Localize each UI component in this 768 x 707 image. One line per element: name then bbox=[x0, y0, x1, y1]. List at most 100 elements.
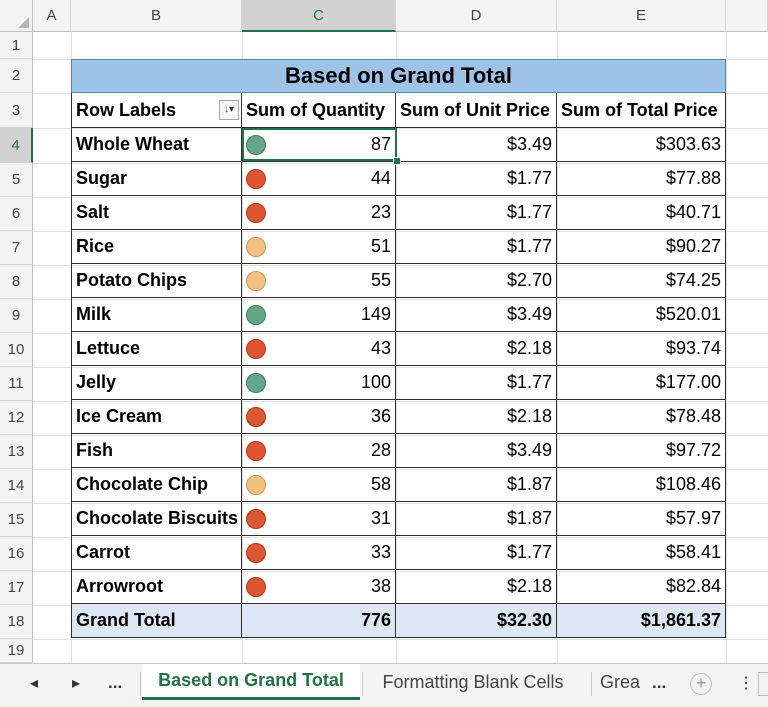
new-sheet-button[interactable]: + bbox=[690, 673, 712, 695]
unit-price-cell[interactable]: $3.49 bbox=[396, 298, 557, 332]
total-price-cell[interactable]: $303.63 bbox=[557, 128, 726, 162]
fill-handle[interactable] bbox=[393, 157, 401, 165]
quantity-cell[interactable]: 51 bbox=[242, 230, 396, 264]
row-header-15[interactable]: 15 bbox=[0, 503, 33, 537]
header-row-labels[interactable]: Row Labels bbox=[71, 93, 242, 128]
quantity-cell[interactable]: 100 bbox=[242, 366, 396, 400]
total-price-cell[interactable]: $93.74 bbox=[557, 332, 726, 366]
row-header-11[interactable]: 11 bbox=[0, 367, 33, 401]
row-header-10[interactable]: 10 bbox=[0, 333, 33, 367]
row-label[interactable]: Sugar bbox=[71, 162, 242, 196]
row-header-6[interactable]: 6 bbox=[0, 197, 33, 231]
row-label[interactable]: Carrot bbox=[71, 536, 242, 570]
row-header-19[interactable]: 19 bbox=[0, 639, 33, 663]
total-price-cell[interactable]: $78.48 bbox=[557, 400, 726, 434]
row-header-1[interactable]: 1 bbox=[0, 32, 33, 59]
total-price-cell[interactable]: $40.71 bbox=[557, 196, 726, 230]
quantity-cell[interactable]: 55 bbox=[242, 264, 396, 298]
horizontal-scrollbar-edge[interactable] bbox=[758, 672, 768, 696]
row-header-9[interactable]: 9 bbox=[0, 299, 33, 333]
row-header-13[interactable]: 13 bbox=[0, 435, 33, 469]
row-label[interactable]: Jelly bbox=[71, 366, 242, 400]
header-sum-of-quantity[interactable]: Sum of Quantity bbox=[242, 93, 396, 128]
row-label[interactable]: Ice Cream bbox=[71, 400, 242, 434]
total-price-cell[interactable]: $77.88 bbox=[557, 162, 726, 196]
unit-price-cell[interactable]: $1.87 bbox=[396, 502, 557, 536]
column-header-f[interactable] bbox=[726, 0, 768, 32]
tab-formatting-blank-cells[interactable]: Formatting Blank Cells bbox=[382, 671, 564, 692]
header-sum-of-unit-price[interactable]: Sum of Unit Price bbox=[396, 93, 557, 128]
row-label[interactable]: Whole Wheat bbox=[71, 128, 242, 162]
more-sheets-right-button[interactable]: ... bbox=[652, 673, 667, 692]
quantity-cell[interactable]: 31 bbox=[242, 502, 396, 536]
row-header-17[interactable]: 17 bbox=[0, 571, 33, 605]
total-price-cell[interactable]: $177.00 bbox=[557, 366, 726, 400]
row-label[interactable]: Chocolate Chip bbox=[71, 468, 242, 502]
row-label[interactable]: Salt bbox=[71, 196, 242, 230]
row-label[interactable]: Milk bbox=[71, 298, 242, 332]
quantity-cell[interactable]: 36 bbox=[242, 400, 396, 434]
total-price-cell[interactable]: $82.84 bbox=[557, 570, 726, 604]
grand-total-price[interactable]: $1,861.37 bbox=[557, 604, 726, 638]
select-all-corner[interactable] bbox=[0, 0, 33, 32]
total-price-cell[interactable]: $520.01 bbox=[557, 298, 726, 332]
unit-price-cell[interactable]: $1.87 bbox=[396, 468, 557, 502]
quantity-cell[interactable]: 23 bbox=[242, 196, 396, 230]
row-label[interactable]: Potato Chips bbox=[71, 264, 242, 298]
row-label[interactable]: Fish bbox=[71, 434, 242, 468]
prev-sheet-button[interactable]: ◂ bbox=[30, 675, 39, 692]
unit-price-cell[interactable]: $3.49 bbox=[396, 128, 557, 162]
unit-price-cell[interactable]: $1.77 bbox=[396, 196, 557, 230]
unit-price-cell[interactable]: $1.77 bbox=[396, 536, 557, 570]
row-header-3[interactable]: 3 bbox=[0, 93, 33, 128]
quantity-cell[interactable]: 43 bbox=[242, 332, 396, 366]
unit-price-cell[interactable]: $1.77 bbox=[396, 230, 557, 264]
sort-filter-icon[interactable]: ↓▾ bbox=[219, 100, 239, 120]
column-header-c[interactable]: C bbox=[242, 0, 396, 32]
pivot-title[interactable]: Based on Grand Total bbox=[71, 59, 726, 93]
unit-price-cell[interactable]: $2.18 bbox=[396, 400, 557, 434]
column-header-e[interactable]: E bbox=[557, 0, 726, 32]
unit-price-cell[interactable]: $1.77 bbox=[396, 162, 557, 196]
grand-total-quantity[interactable]: 776 bbox=[242, 604, 396, 638]
row-label[interactable]: Lettuce bbox=[71, 332, 242, 366]
column-header-d[interactable]: D bbox=[396, 0, 557, 32]
unit-price-cell[interactable]: $1.77 bbox=[396, 366, 557, 400]
row-header-5[interactable]: 5 bbox=[0, 163, 33, 197]
row-header-18[interactable]: 18 bbox=[0, 605, 33, 639]
tab-based-on-grand-total[interactable]: Based on Grand Total bbox=[142, 664, 360, 700]
unit-price-cell[interactable]: $2.18 bbox=[396, 332, 557, 366]
total-price-cell[interactable]: $58.41 bbox=[557, 536, 726, 570]
row-header-2[interactable]: 2 bbox=[0, 59, 33, 93]
total-price-cell[interactable]: $57.97 bbox=[557, 502, 726, 536]
quantity-cell[interactable]: 33 bbox=[242, 536, 396, 570]
row-header-12[interactable]: 12 bbox=[0, 401, 33, 435]
column-header-b[interactable]: B bbox=[71, 0, 242, 32]
total-price-cell[interactable]: $90.27 bbox=[557, 230, 726, 264]
quantity-cell[interactable]: 28 bbox=[242, 434, 396, 468]
row-header-4[interactable]: 4 bbox=[0, 128, 33, 163]
quantity-cell[interactable]: 58 bbox=[242, 468, 396, 502]
total-price-cell[interactable]: $97.72 bbox=[557, 434, 726, 468]
quantity-cell[interactable]: 38 bbox=[242, 570, 396, 604]
row-header-8[interactable]: 8 bbox=[0, 265, 33, 299]
unit-price-cell[interactable]: $2.70 bbox=[396, 264, 557, 298]
row-label[interactable]: Arrowroot bbox=[71, 570, 242, 604]
quantity-cell[interactable]: 44 bbox=[242, 162, 396, 196]
tab-grea[interactable]: Grea bbox=[600, 671, 641, 692]
more-options-icon[interactable]: ⋮ bbox=[738, 675, 754, 692]
column-header-a[interactable]: A bbox=[33, 0, 71, 32]
unit-price-cell[interactable]: $3.49 bbox=[396, 434, 557, 468]
row-header-16[interactable]: 16 bbox=[0, 537, 33, 571]
row-label[interactable]: Rice bbox=[71, 230, 242, 264]
unit-price-cell[interactable]: $2.18 bbox=[396, 570, 557, 604]
header-sum-of-total-price[interactable]: Sum of Total Price bbox=[557, 93, 726, 128]
row-header-7[interactable]: 7 bbox=[0, 231, 33, 265]
more-sheets-left-button[interactable]: ... bbox=[108, 673, 123, 692]
total-price-cell[interactable]: $108.46 bbox=[557, 468, 726, 502]
row-header-14[interactable]: 14 bbox=[0, 469, 33, 503]
total-price-cell[interactable]: $74.25 bbox=[557, 264, 726, 298]
next-sheet-button[interactable]: ▸ bbox=[72, 675, 81, 692]
grand-total-label[interactable]: Grand Total bbox=[71, 604, 242, 638]
